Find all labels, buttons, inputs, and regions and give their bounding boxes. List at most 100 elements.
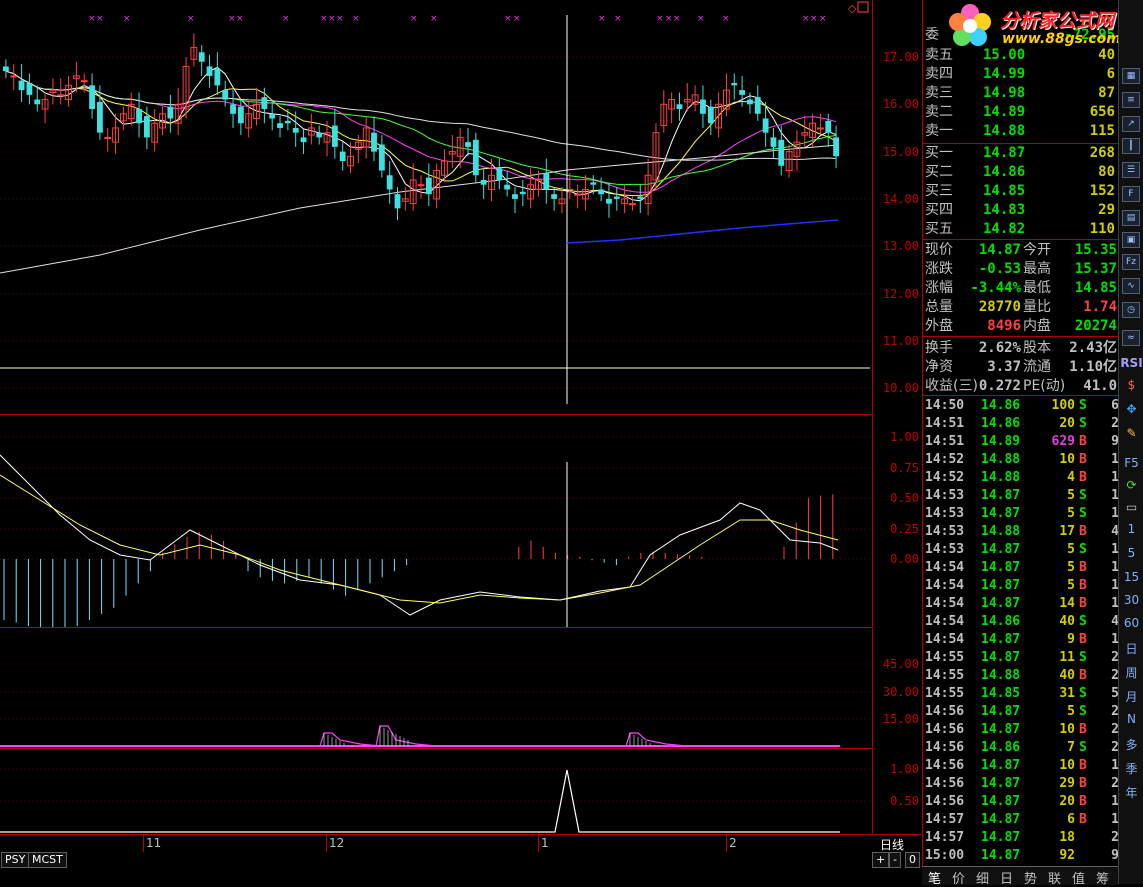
trade-count: 2 xyxy=(1111,776,1119,791)
dollar-icon[interactable]: $ xyxy=(1127,378,1136,392)
price-pane[interactable]: × × × × × × × × × × × × × × × × × × × × × × × × × ◇ 17.00 16.00 … xyxy=(0,0,919,415)
kline-icon[interactable]: ┃ xyxy=(1122,138,1140,154)
indicator-tab-psy[interactable]: PSY xyxy=(1,852,30,868)
wave-icon[interactable]: ∿ xyxy=(1122,278,1140,294)
candle-body xyxy=(371,132,377,152)
fz-icon[interactable]: Fz xyxy=(1122,254,1140,270)
candle-body xyxy=(214,68,221,86)
signal-mark-icon: × xyxy=(614,14,622,24)
period-month-button[interactable]: 月 xyxy=(1125,690,1138,704)
sell-row[interactable]: 卖一 14.88 115 xyxy=(923,122,1119,141)
quote-tab[interactable]: 日 xyxy=(1000,872,1014,887)
buy-row[interactable]: 买四 14.83 29 xyxy=(923,201,1119,220)
period-day-button[interactable]: 日 xyxy=(1125,642,1138,656)
reset-button[interactable]: 0 xyxy=(905,852,920,868)
buy-row[interactable]: 买二 14.86 80 xyxy=(923,163,1119,182)
price-axis: 17.00 16.00 15.00 14.00 13.00 12.00 11.0… xyxy=(872,0,923,414)
zoom-out-button[interactable]: - xyxy=(889,852,901,868)
price-chart[interactable]: × × × × × × × × × × × × × × × × × × × × × × × × × ◇ xyxy=(0,0,872,414)
maximize-icon[interactable] xyxy=(857,1,869,13)
sell-row[interactable]: 卖二 14.89 656 xyxy=(923,103,1119,122)
signal-mark-icon: × xyxy=(228,14,236,24)
trade-time: 14:52 xyxy=(925,452,965,467)
trade-count: 1 xyxy=(1111,578,1119,593)
f5-button[interactable]: F5 xyxy=(1124,456,1139,470)
stat-value: -3.44% xyxy=(970,280,1021,296)
quote-tab[interactable]: 值 xyxy=(1072,872,1086,887)
indicator-3-peak xyxy=(375,725,437,747)
period-15-button[interactable]: 15 xyxy=(1123,570,1140,584)
buy-row[interactable]: 买一 14.87 268 xyxy=(923,144,1119,163)
rsi-button[interactable]: RSI xyxy=(1120,356,1143,370)
quote-tab[interactable]: 筹 xyxy=(1096,872,1110,887)
period-n-button[interactable]: N xyxy=(1127,712,1136,726)
grid-icon[interactable]: ▦ xyxy=(1122,68,1140,84)
trade-time: 14:50 xyxy=(925,398,965,413)
quote-tab[interactable]: 细 xyxy=(976,872,990,887)
sell-row[interactable]: 卖五 15.00 40 xyxy=(923,46,1119,65)
candle-body xyxy=(347,155,354,167)
trade-side: S xyxy=(1079,650,1087,665)
period-60-button[interactable]: 60 xyxy=(1123,616,1140,630)
indicator-chart-3[interactable] xyxy=(0,628,872,748)
macd-pane[interactable]: 1.00 0.75 0.50 0.25 0.00 xyxy=(0,415,919,628)
indicator-pane-4[interactable]: 1.00 0.50 xyxy=(0,749,919,834)
pencil-icon[interactable]: ✎ xyxy=(1126,426,1137,440)
trade-row: 14:53 14.87 5 S 1 xyxy=(923,487,1119,505)
clock-icon[interactable]: ◷ xyxy=(1122,302,1140,318)
quote-tab[interactable]: 势 xyxy=(1024,872,1038,887)
indicator-pane-3[interactable]: 45.00 30.00 15.00 xyxy=(0,628,919,749)
period-multi-button[interactable]: 多 xyxy=(1125,738,1138,752)
x-axis-label: 12 xyxy=(329,836,345,850)
move-icon[interactable]: ✥ xyxy=(1126,402,1137,416)
candle-body xyxy=(89,85,95,110)
stat-label: 今开 xyxy=(1023,242,1051,258)
buy-row[interactable]: 买三 14.85 152 xyxy=(923,182,1119,201)
sell-row[interactable]: 卖四 14.99 6 xyxy=(923,65,1119,84)
trade-side: S xyxy=(1079,506,1087,521)
macd-chart[interactable] xyxy=(0,415,872,627)
zoom-in-button[interactable]: + xyxy=(872,852,890,868)
doc-icon[interactable]: ▤ xyxy=(1122,210,1140,226)
period-season-button[interactable]: 季 xyxy=(1125,762,1138,776)
trade-time: 14:51 xyxy=(925,434,965,449)
buy-row[interactable]: 买五 14.82 110 xyxy=(923,220,1119,239)
sell-row[interactable]: 卖三 14.98 87 xyxy=(923,84,1119,103)
period-year-button[interactable]: 年 xyxy=(1125,786,1138,800)
trade-time: 14:56 xyxy=(925,758,965,773)
trade-time: 14:56 xyxy=(925,704,965,719)
indicator-axis-4: 1.00 0.50 xyxy=(872,749,923,834)
signal-mark-icon: × xyxy=(504,14,512,24)
period-1-button[interactable]: 1 xyxy=(1127,522,1136,536)
quote-tab[interactable]: 笔 xyxy=(928,872,942,887)
calendar-icon[interactable]: ▣ xyxy=(1122,232,1140,248)
list-icon[interactable]: ☰ xyxy=(1122,162,1140,178)
trade-volume: 92 xyxy=(1059,848,1075,863)
stat-value: 3.37 xyxy=(987,359,1021,375)
buy-price: 14.87 xyxy=(983,145,1026,161)
trade-volume: 5 xyxy=(1067,560,1075,575)
indicator-tab-mcst[interactable]: MCST xyxy=(28,852,67,868)
chart-area[interactable]: × × × × × × × × × × × × × × × × × × × × × × × × × ◇ 17.00 16.00 … xyxy=(0,0,922,884)
trend-icon[interactable]: ↗ xyxy=(1122,116,1140,132)
period-label[interactable]: 日线 xyxy=(880,838,905,852)
buy-price: 14.85 xyxy=(983,183,1026,199)
quote-tab[interactable]: 价 xyxy=(952,872,966,887)
quote-tab[interactable]: 联 xyxy=(1048,872,1062,887)
diamond-icon[interactable]: ◇ xyxy=(848,2,857,15)
period-week-button[interactable]: 周 xyxy=(1125,666,1138,680)
indicator-chart-4[interactable] xyxy=(0,749,872,834)
candle-body xyxy=(167,106,174,119)
f10-icon[interactable]: F xyxy=(1122,186,1140,202)
period-5-button[interactable]: 5 xyxy=(1127,546,1136,560)
window-icon[interactable]: ▭ xyxy=(1125,500,1138,514)
candle-body xyxy=(754,97,761,114)
refresh-icon[interactable]: ⟳ xyxy=(1126,478,1137,492)
period-30-button[interactable]: 30 xyxy=(1123,593,1140,607)
chart-wave-icon[interactable]: ≈ xyxy=(1122,330,1140,346)
table-icon[interactable]: ≡ xyxy=(1122,92,1140,108)
candle-body xyxy=(762,118,769,133)
candle-body xyxy=(817,127,824,130)
trade-count: 9 xyxy=(1111,434,1119,449)
candle-body xyxy=(136,109,142,124)
